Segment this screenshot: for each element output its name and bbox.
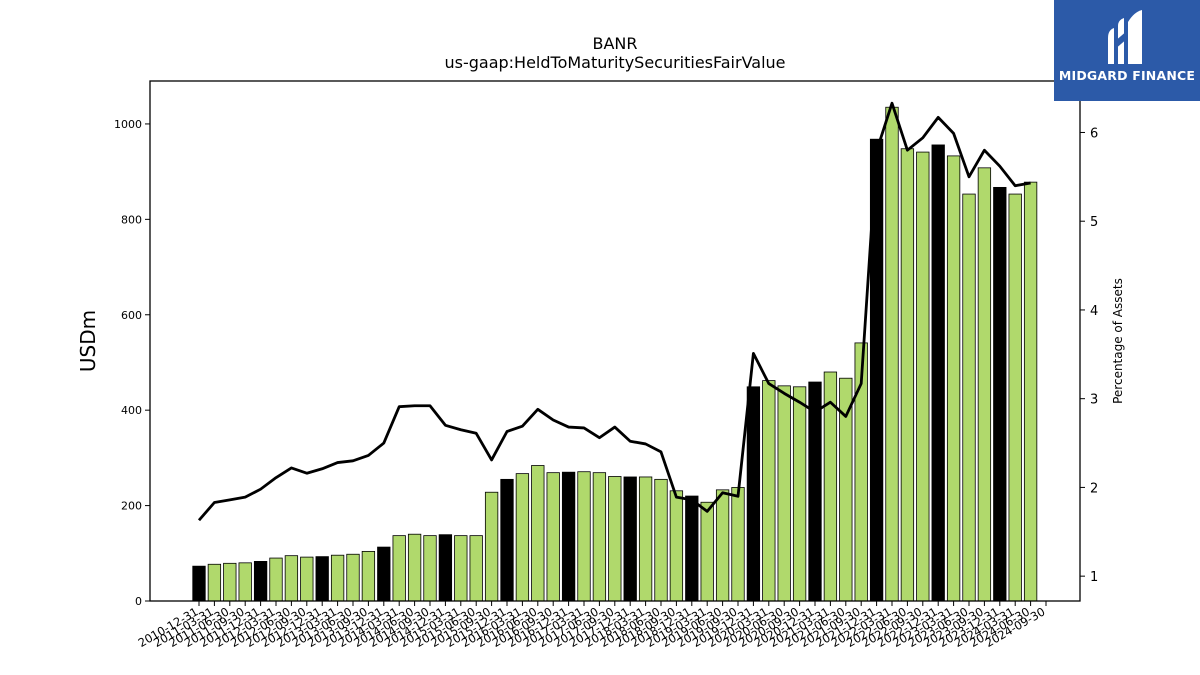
bar xyxy=(746,386,761,602)
bar xyxy=(438,534,453,602)
left-tick-label: 600 xyxy=(121,309,142,322)
bar xyxy=(423,535,437,602)
bar xyxy=(885,106,899,602)
brand-logo: MIDGARD FINANCE xyxy=(1054,0,1200,101)
bar xyxy=(608,476,622,602)
bar xyxy=(531,465,545,602)
percentage-line xyxy=(197,101,1031,522)
bar xyxy=(654,478,668,602)
chart-title: BANR xyxy=(592,34,637,53)
left-tick-label: 800 xyxy=(121,213,142,226)
bar xyxy=(777,385,791,602)
right-tick-label: 6 xyxy=(1090,126,1098,141)
right-axis-ticks: 1 2 3 4 5 6 xyxy=(1080,126,1098,585)
bar-series xyxy=(192,106,1038,602)
bar xyxy=(946,155,961,602)
bar xyxy=(315,556,329,602)
bar xyxy=(561,471,576,602)
bar xyxy=(669,490,684,602)
left-axis-ticks: 0 200 400 600 800 1000 xyxy=(114,118,150,608)
logo-text: MIDGARD FINANCE xyxy=(1058,68,1196,83)
y2-axis-label: Percentage of Assets xyxy=(1111,278,1125,404)
bar xyxy=(792,386,807,602)
bar xyxy=(469,535,483,602)
bar xyxy=(808,381,822,602)
bar xyxy=(238,562,252,602)
bar xyxy=(762,380,776,602)
bar xyxy=(392,535,406,602)
bar xyxy=(977,167,992,602)
bar xyxy=(685,495,699,602)
bar xyxy=(454,535,468,602)
bar xyxy=(546,472,560,602)
bar xyxy=(253,561,268,602)
bar xyxy=(500,478,514,602)
chart-subtitle: us-gaap:HeldToMaturitySecuritiesFairValu… xyxy=(444,53,785,72)
bar xyxy=(1008,193,1022,602)
bar xyxy=(361,550,376,602)
left-tick-label: 0 xyxy=(135,595,142,608)
bar xyxy=(731,487,745,602)
midgard-logo-icon xyxy=(1108,10,1142,64)
bar xyxy=(1023,181,1038,602)
left-tick-label: 1000 xyxy=(114,118,142,131)
bar xyxy=(931,144,945,602)
right-tick-label: 2 xyxy=(1090,481,1098,496)
bar xyxy=(300,556,314,602)
bar xyxy=(592,472,607,602)
right-tick-label: 3 xyxy=(1090,393,1098,408)
bar xyxy=(269,557,283,602)
bar xyxy=(993,186,1007,602)
right-tick-label: 1 xyxy=(1090,570,1098,585)
bar xyxy=(223,562,237,602)
right-tick-label: 4 xyxy=(1090,304,1098,319)
bar xyxy=(700,501,714,602)
bar xyxy=(346,553,360,602)
bar xyxy=(192,565,206,602)
bar xyxy=(916,151,930,602)
x-axis-ticks: 2010-12-312011-03-312011-06-302011-09-30… xyxy=(136,601,1048,650)
bar xyxy=(377,546,391,602)
bar xyxy=(638,476,653,602)
bar xyxy=(577,471,591,602)
bar xyxy=(962,193,976,602)
bar xyxy=(900,148,915,602)
bar xyxy=(715,489,730,602)
bar xyxy=(284,555,299,602)
bar xyxy=(623,476,637,602)
bar xyxy=(207,563,222,602)
bar xyxy=(330,554,345,602)
right-tick-label: 5 xyxy=(1090,215,1098,230)
left-tick-label: 400 xyxy=(121,404,142,417)
y-axis-label: USDm xyxy=(76,310,100,372)
bar xyxy=(515,473,530,602)
bar xyxy=(407,533,422,602)
left-tick-label: 200 xyxy=(121,500,142,513)
bar xyxy=(484,491,499,602)
